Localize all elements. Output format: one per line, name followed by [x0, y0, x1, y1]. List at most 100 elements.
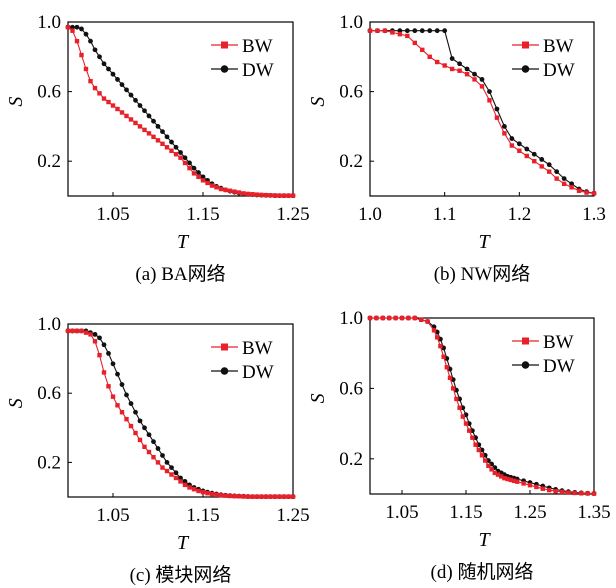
- data-point: [263, 192, 269, 198]
- data-point: [92, 331, 98, 337]
- data-point: [425, 319, 430, 324]
- data-point: [110, 361, 116, 367]
- data-point: [259, 494, 264, 499]
- data-point: [438, 343, 443, 349]
- data-point: [160, 141, 165, 146]
- data-point: [553, 488, 558, 494]
- data-point: [509, 136, 515, 141]
- data-point: [97, 54, 102, 60]
- data-point: [367, 315, 373, 321]
- data-point: [142, 444, 147, 450]
- legend-item-dw: DW: [211, 362, 274, 383]
- y-axis-title: S: [5, 398, 27, 408]
- x-tick-label: 1.05: [96, 505, 129, 526]
- data-point: [128, 92, 134, 98]
- data-point: [110, 71, 116, 77]
- data-point: [591, 191, 597, 196]
- data-point: [101, 370, 107, 375]
- data-point: [375, 28, 380, 33]
- data-point: [457, 68, 462, 73]
- data-point: [106, 66, 111, 72]
- data-point: [133, 120, 138, 126]
- data-point: [169, 148, 174, 153]
- panel-caption: (b) NW网络: [434, 263, 531, 285]
- y-axis-title: S: [307, 97, 329, 107]
- data-point: [79, 328, 84, 334]
- data-point: [449, 66, 455, 72]
- data-point: [142, 127, 147, 133]
- data-point: [137, 418, 143, 424]
- data-point: [561, 181, 567, 187]
- data-point: [182, 479, 188, 484]
- data-point: [164, 460, 170, 465]
- data-point: [527, 483, 533, 488]
- data-point: [164, 468, 170, 474]
- data-point: [559, 489, 565, 495]
- data-point: [223, 187, 228, 193]
- data-point: [169, 139, 174, 145]
- data-point: [502, 124, 507, 129]
- data-point: [124, 113, 129, 119]
- panel-caption: (d) 随机网络: [431, 561, 534, 583]
- data-point: [281, 193, 287, 198]
- data-point: [214, 492, 219, 497]
- data-point: [479, 453, 485, 458]
- legend-item-dw: DW: [211, 60, 274, 81]
- data-point: [173, 470, 179, 476]
- data-point: [115, 106, 120, 112]
- legend-item-bw: BW: [512, 36, 574, 57]
- data-point: [137, 124, 143, 129]
- y-tick-label: 1.0: [339, 308, 363, 329]
- data-point: [187, 485, 192, 490]
- data-point: [435, 335, 440, 340]
- data-point: [187, 160, 192, 166]
- data-point: [434, 28, 440, 34]
- plot-frame: [67, 21, 294, 197]
- data-point: [427, 28, 433, 34]
- y-tick-label: 0.6: [339, 378, 363, 399]
- data-point: [200, 489, 206, 495]
- x-tick-label: 1.25: [276, 505, 309, 526]
- data-point: [178, 479, 183, 484]
- data-point: [487, 89, 492, 94]
- data-point: [241, 494, 246, 499]
- data-point: [70, 28, 75, 33]
- data-point: [187, 165, 192, 171]
- data-point: [97, 335, 102, 341]
- data-point: [83, 66, 89, 72]
- data-point: [160, 453, 165, 458]
- data-point: [209, 491, 215, 497]
- panel-3: 1.05 1.15 1.25 0.2 0.6 1.0 T S (c) 模块网络 BW DW: [5, 314, 310, 586]
- data-point: [268, 193, 273, 198]
- plot-frame: [369, 21, 595, 197]
- data-point: [151, 455, 156, 460]
- data-point: [232, 189, 237, 194]
- data-point: [124, 416, 129, 422]
- data-point: [442, 63, 447, 68]
- y-tick-label: 1.0: [339, 12, 363, 33]
- data-point: [146, 131, 152, 136]
- data-point: [110, 103, 116, 108]
- y-tick-label: 0.2: [339, 151, 363, 172]
- data-point: [164, 134, 170, 140]
- data-point: [182, 155, 188, 161]
- data-point: [467, 428, 472, 433]
- legend-item-dw: DW: [512, 356, 575, 377]
- data-point: [74, 38, 80, 44]
- data-point: [554, 169, 560, 175]
- y-tick-label: 0.6: [37, 383, 61, 404]
- data-point: [173, 144, 179, 150]
- legend-label: BW: [242, 338, 273, 359]
- data-point: [101, 96, 107, 101]
- data-point: [579, 491, 584, 496]
- data-point: [531, 151, 537, 157]
- data-point: [286, 193, 291, 198]
- y-axis-title: S: [307, 393, 329, 403]
- legend-label: BW: [242, 36, 273, 57]
- data-point: [146, 113, 152, 119]
- data-point: [286, 494, 291, 499]
- data-point: [272, 494, 278, 499]
- data-point: [227, 188, 233, 193]
- data-point: [106, 351, 111, 356]
- y-tick-label: 1.0: [37, 314, 61, 335]
